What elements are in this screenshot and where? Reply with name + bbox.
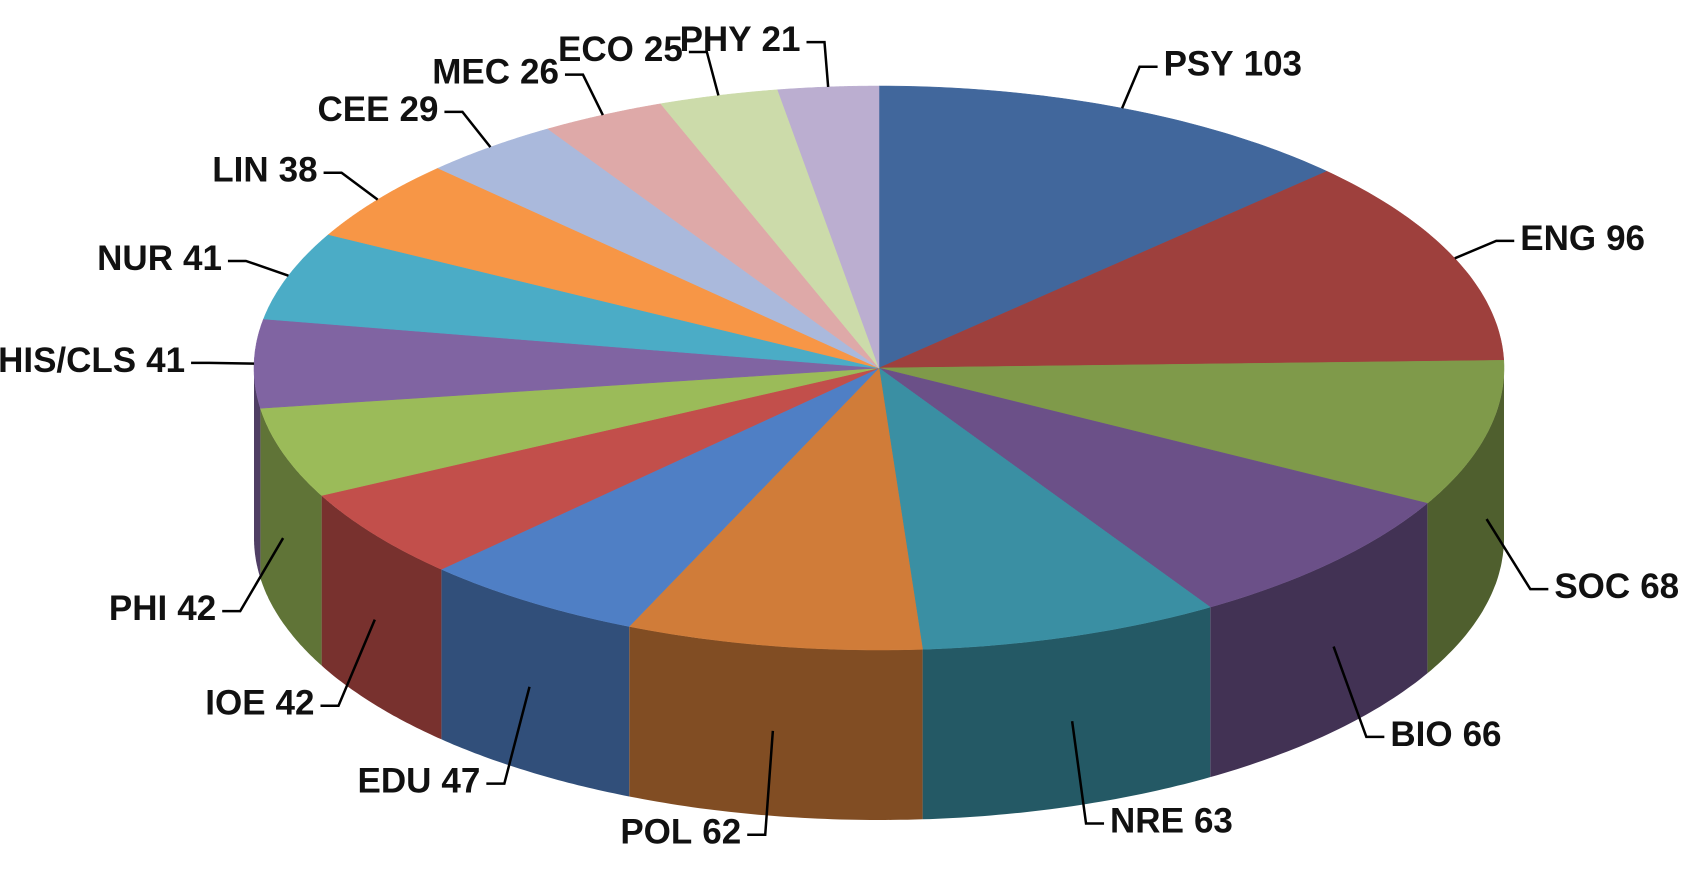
leader-line	[806, 40, 830, 88]
leader-line	[444, 110, 492, 148]
pie-slice	[660, 89, 880, 369]
leader-line	[747, 730, 775, 836]
label-value: 103	[1244, 45, 1302, 84]
label-category: ENG	[1520, 219, 1596, 258]
pie-side	[1210, 503, 1428, 778]
data-label: POL 62	[620, 813, 741, 852]
pie-side	[260, 408, 322, 666]
label-category: NRE	[1110, 802, 1184, 841]
data-label: EDU 47	[357, 762, 480, 801]
label-value: 38	[279, 151, 318, 190]
leader-line	[1485, 518, 1549, 591]
label-category: NUR	[97, 239, 173, 278]
pie-slice	[878, 367, 1428, 608]
data-label: ENG 96	[1520, 219, 1645, 258]
label-category: MEC	[432, 53, 510, 92]
labels: PSY 103 ENG 96 SOC 68 BIO 66 NRE 63 POL 62 EDU 47 IOE 4…	[0, 20, 1679, 852]
leader-line	[191, 361, 255, 365]
data-label: PHY 21	[680, 20, 801, 59]
label-category: PSY	[1164, 45, 1234, 84]
label-value: 62	[702, 813, 741, 852]
data-label: ECO 25	[558, 30, 683, 69]
leader-line	[222, 537, 285, 613]
label-value: 29	[399, 90, 438, 129]
leader-line	[320, 619, 376, 707]
data-label: PHI 42	[109, 589, 216, 628]
data-label: LIN 38	[212, 151, 317, 190]
label-category: EDU	[357, 762, 431, 801]
label-value: 41	[146, 341, 185, 380]
label-value: 41	[183, 239, 222, 278]
pie-slice	[253, 318, 880, 409]
label-category: HIS/CLS	[0, 341, 136, 380]
label-category: PHY	[680, 20, 752, 59]
data-label: NUR 41	[97, 239, 222, 278]
pie-slice	[327, 167, 880, 369]
leader-line	[1120, 65, 1158, 109]
label-category: ECO	[558, 30, 634, 69]
pie-slice	[628, 367, 923, 651]
data-label: SOC 68	[1554, 567, 1679, 606]
label-value: 42	[276, 684, 315, 723]
label-category: CEE	[318, 90, 390, 129]
label-category: IOE	[205, 684, 265, 723]
data-label: IOE 42	[205, 684, 314, 723]
label-category: PHI	[109, 589, 167, 628]
pie-slice	[878, 360, 1505, 504]
data-label: MEC 26	[432, 53, 559, 92]
data-label: CEE 29	[318, 90, 439, 129]
label-value: 47	[441, 762, 480, 801]
pie-side	[441, 569, 630, 797]
label-category: POL	[620, 813, 692, 852]
leader-line	[1070, 721, 1105, 825]
leader-line	[564, 73, 604, 116]
label-value: 25	[644, 30, 683, 69]
pie-side	[321, 495, 442, 740]
label-value: 96	[1606, 219, 1645, 258]
data-label: NRE 63	[1110, 802, 1233, 841]
data-label: BIO 66	[1390, 715, 1501, 754]
pie-tops	[253, 85, 1505, 651]
leader-line	[1454, 239, 1515, 260]
data-label: HIS/CLS 41	[0, 341, 185, 380]
label-value: 66	[1463, 715, 1502, 754]
leader-line	[688, 50, 720, 96]
pie-slice	[440, 367, 880, 627]
pie-side	[254, 368, 261, 579]
label-category: SOC	[1554, 567, 1630, 606]
label-category: LIN	[212, 151, 268, 190]
data-label: PSY 103	[1164, 45, 1302, 84]
pie-side	[629, 626, 923, 820]
pie-side	[922, 607, 1211, 820]
pie-slice	[260, 367, 880, 496]
pie-slice	[878, 367, 1211, 650]
label-category: BIO	[1390, 715, 1452, 754]
label-value: 42	[177, 589, 216, 628]
label-value: 26	[520, 53, 559, 92]
leader-line	[227, 259, 289, 277]
label-value: 21	[762, 20, 801, 59]
pie-sides	[254, 368, 1504, 820]
pie-slice	[321, 367, 880, 570]
label-value: 63	[1194, 802, 1233, 841]
leader-line	[323, 171, 379, 201]
leader-line	[1332, 646, 1385, 739]
pie-side	[1427, 368, 1504, 674]
label-value: 68	[1640, 567, 1679, 606]
leader-line	[486, 686, 531, 785]
